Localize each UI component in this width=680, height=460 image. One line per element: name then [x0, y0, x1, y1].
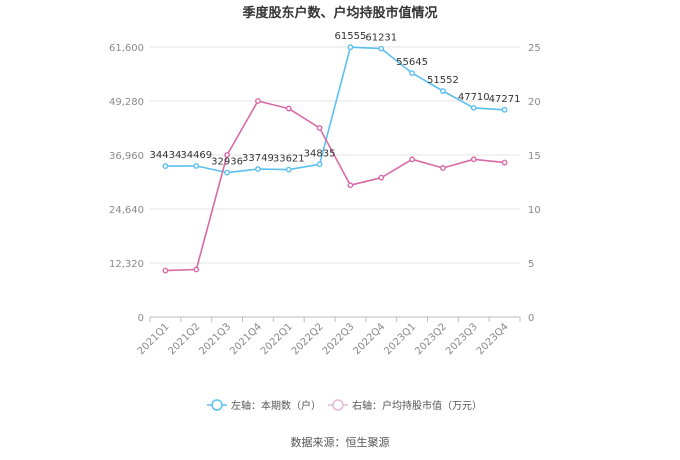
- data-point: [347, 182, 354, 189]
- data-point: [440, 165, 446, 171]
- right-tick-label: 10: [528, 205, 541, 216]
- data-point: [470, 104, 477, 111]
- x-tick-label: 2023Q1: [382, 321, 418, 357]
- data-point: [378, 174, 385, 181]
- right-tick-label: 25: [528, 43, 541, 54]
- x-tick-label: 2021Q2: [167, 321, 203, 357]
- x-tick-label: 2022Q1: [259, 321, 295, 357]
- data-label: 34434: [150, 150, 182, 161]
- legend-item-left-series[interactable]: 左轴：本期数（户）: [207, 399, 321, 412]
- data-point: [193, 163, 200, 169]
- data-source: 数据来源：恒生聚源: [291, 435, 390, 449]
- series-line-avg-value: [165, 100, 505, 272]
- x-tick-label: 2023Q4: [475, 321, 511, 357]
- left-tick-label: 61,600: [109, 43, 144, 54]
- data-point: [316, 161, 323, 168]
- legend-swatch-marker-right: [332, 399, 344, 411]
- data-point: [224, 152, 230, 158]
- data-point: [409, 70, 415, 77]
- data-point: [285, 166, 292, 173]
- right-tick-label: 5: [528, 259, 534, 270]
- data-point: [193, 266, 200, 273]
- data-point: [501, 106, 508, 113]
- right-axis: 0 5 10 15 20 25: [528, 43, 541, 324]
- data-point: [440, 88, 446, 94]
- data-point: [255, 166, 261, 172]
- data-label: 33621: [273, 154, 305, 165]
- data-label: 32936: [211, 157, 243, 168]
- x-tick-label: 2021Q3: [197, 321, 233, 357]
- data-point: [409, 156, 415, 163]
- x-tick-label: 2022Q2: [290, 321, 326, 357]
- data-point: [162, 163, 169, 169]
- data-label: 33749: [242, 153, 274, 164]
- left-tick-label: 49,280: [109, 97, 144, 108]
- left-tick-label: 36,960: [109, 151, 144, 162]
- data-label: 34835: [304, 148, 336, 159]
- legend-swatch-marker-left: [211, 399, 223, 411]
- x-tick-label: 2021Q4: [228, 321, 264, 357]
- data-label: 34469: [180, 150, 212, 161]
- data-label: 47271: [489, 94, 521, 105]
- series-layer: [162, 44, 508, 274]
- right-tick-label: 0: [528, 313, 534, 324]
- data-point: [224, 169, 230, 176]
- data-point: [470, 156, 477, 163]
- data-label: 55645: [396, 57, 428, 68]
- x-tick-label: 2023Q3: [444, 321, 480, 357]
- x-tick-label: 2022Q3: [321, 321, 357, 357]
- data-label: 51552: [427, 75, 459, 86]
- x-tick-label: 2021Q1: [136, 321, 172, 357]
- left-tick-label: 0: [138, 313, 144, 324]
- data-label: 61555: [335, 31, 367, 42]
- chart-title: 季度股东户数、户均持股市值情况: [241, 5, 437, 21]
- data-label: 61231: [365, 33, 397, 44]
- legend: 左轴：本期数（户） 右轴：户均持股市值（万元）: [207, 399, 482, 412]
- x-tick-label: 2022Q4: [352, 321, 388, 357]
- left-tick-label: 12,320: [109, 259, 144, 270]
- legend-label-left: 左轴：本期数（户）: [231, 399, 321, 412]
- left-tick-label: 24,640: [109, 205, 144, 216]
- data-point: [316, 125, 323, 131]
- data-point: [501, 159, 508, 166]
- right-tick-label: 15: [528, 151, 541, 162]
- legend-item-right-series[interactable]: 右轴：户均持股市值（万元）: [328, 399, 482, 412]
- data-point: [255, 98, 261, 104]
- left-axis: 0 12,320 24,640 36,960 49,280 61,600: [109, 43, 144, 324]
- data-point: [347, 44, 354, 51]
- data-point: [162, 267, 169, 274]
- legend-label-right: 右轴：户均持股市值（万元）: [352, 399, 482, 412]
- x-tick-label: 2023Q2: [413, 321, 449, 357]
- data-label: 47710: [458, 92, 490, 103]
- data-point: [378, 45, 385, 52]
- right-tick-label: 20: [528, 97, 541, 108]
- data-point: [285, 105, 292, 112]
- x-axis: 2021Q12021Q22021Q32021Q42022Q12022Q22022…: [136, 316, 521, 357]
